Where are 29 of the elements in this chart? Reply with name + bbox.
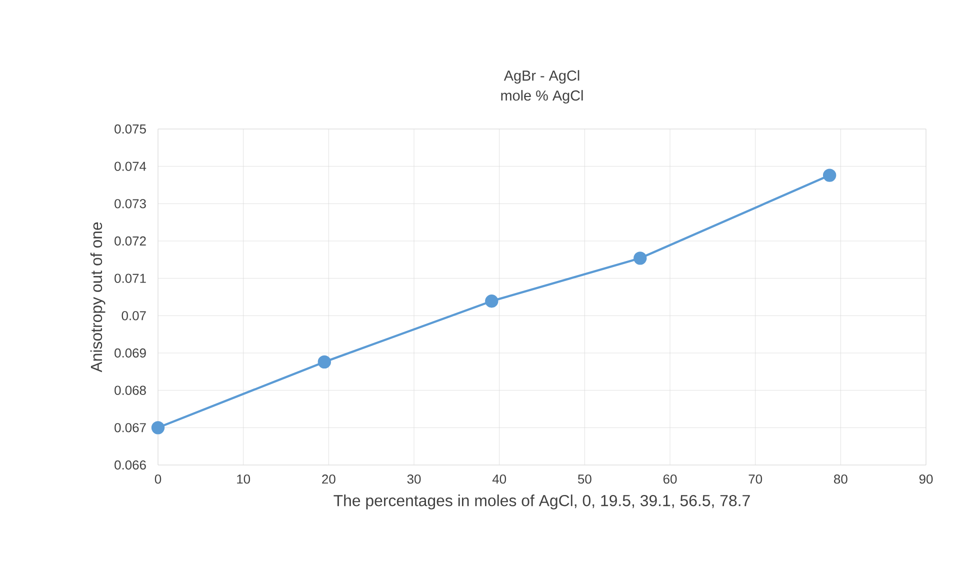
y-tick-label: 0.073 [114,199,146,208]
chart-subtitle: mole % AgCl [501,90,583,104]
x-tick-label: 40 [492,474,506,484]
y-axis-title: Anisotropy out of one [90,222,106,372]
x-tick-label: 0 [154,474,162,484]
y-tick-label: 0.072 [114,236,146,246]
point [634,252,647,265]
y-tick-label: 0.069 [114,348,146,358]
point [318,355,331,369]
y-tick-label: 0.074 [114,162,146,171]
x-tick-label: 50 [578,474,592,484]
y-tick-label: 0.066 [114,460,146,470]
x-tick-label: 60 [663,474,677,484]
x-tick-label: 30 [407,474,421,484]
x-tick-label: 10 [237,474,250,484]
y-tick-label: 0.071 [114,274,146,283]
x-tick-label: 90 [919,474,933,484]
y-tick-label: 0.068 [114,386,146,395]
y-tick-label: 0.067 [114,423,146,432]
y-tick-label: 0.075 [114,124,146,134]
x-axis-title: The percentages in moles of AgCl, 0, 19.5, 39.1, 56.5, 78.7 [334,494,750,510]
x-tick-label: 80 [834,474,848,484]
chart-title: AgBr - AgCl [504,70,580,84]
point [151,421,165,434]
x-tick-label: 20 [322,474,336,484]
point [485,294,498,308]
point [822,168,836,182]
y-tick-label: 0.07 [122,311,146,320]
x-tick-label: 70 [748,474,762,484]
